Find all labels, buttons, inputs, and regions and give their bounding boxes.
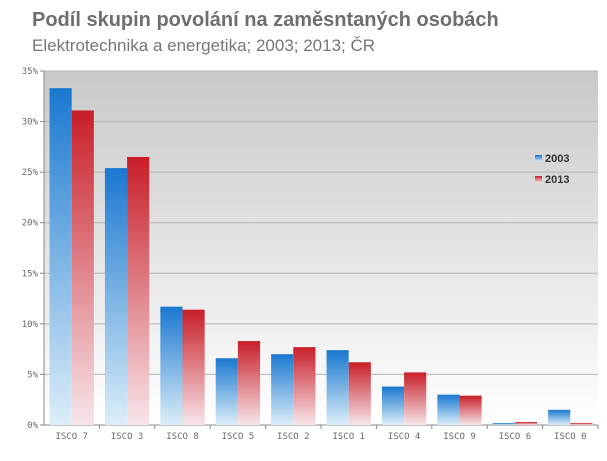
legend-label-2003: 2003: [545, 153, 569, 165]
bar-2013-isco-5: [237, 341, 261, 425]
y-tick-label: 30%: [22, 118, 39, 128]
y-tick-label: 35%: [22, 67, 39, 77]
y-tick-label: 0%: [27, 421, 38, 431]
tick-labels: 0% 5% 10% 15% 20% 25% 30% 35% ISCO 7 ISCO 3 ISCO 8…: [22, 67, 587, 442]
x-tick-label: ISCO 8: [166, 432, 199, 442]
y-tick-label: 20%: [22, 219, 39, 229]
y-tick-label: 25%: [22, 168, 39, 178]
bar-2013-isco-9: [459, 395, 482, 425]
bar-2013-isco-3: [127, 156, 150, 425]
y-tick-label: 5%: [27, 370, 38, 380]
bar-2013-isco-1: [348, 362, 371, 425]
bar-2003-isco-7: [49, 88, 72, 426]
y-tick-label: 10%: [22, 320, 39, 330]
x-tick-label: ISCO 0: [554, 432, 587, 442]
x-tick-label: ISCO 6: [499, 432, 532, 442]
x-tick-label: ISCO 1: [332, 432, 365, 442]
bar-2013-isco-6: [514, 421, 538, 425]
bar-2013-isco-8: [182, 309, 205, 425]
bar-2003-isco-6: [492, 422, 515, 425]
chart-subtitle: Elektrotechnika a energetika; 2003; 2013…: [32, 36, 376, 55]
x-tick-label: ISCO 5: [222, 432, 255, 442]
bar-2013-isco-4: [404, 372, 427, 425]
x-tick-label: ISCO 9: [443, 432, 476, 442]
bar-2003-isco-0: [548, 409, 571, 425]
bar-2003-isco-8: [160, 306, 183, 425]
bar-2003-isco-2: [271, 354, 294, 425]
chart-title: Podíl skupin povolání na zaměsntaných os…: [32, 9, 499, 31]
x-tick-label: ISCO 4: [388, 432, 421, 442]
legend-swatch-2013: [535, 176, 542, 183]
legend: 2003 2013: [535, 153, 569, 186]
bars: [49, 88, 593, 426]
legend-label-2013: 2013: [545, 174, 569, 186]
bar-2013-isco-0: [570, 422, 593, 425]
bar-2003-isco-4: [381, 386, 405, 425]
bar-2003-isco-1: [326, 350, 349, 425]
bar-2013-isco-2: [293, 347, 316, 425]
x-tick-label: ISCO 3: [111, 432, 144, 442]
x-tick-label: ISCO 2: [277, 432, 310, 442]
legend-swatch-2003: [535, 155, 542, 162]
bar-2003-isco-5: [215, 358, 238, 425]
y-tick-label: 15%: [22, 269, 39, 279]
x-tick-label: ISCO 7: [55, 432, 88, 442]
bar-2013-isco-7: [71, 110, 94, 426]
bar-2003-isco-9: [437, 394, 460, 425]
bar-2003-isco-3: [104, 168, 128, 425]
